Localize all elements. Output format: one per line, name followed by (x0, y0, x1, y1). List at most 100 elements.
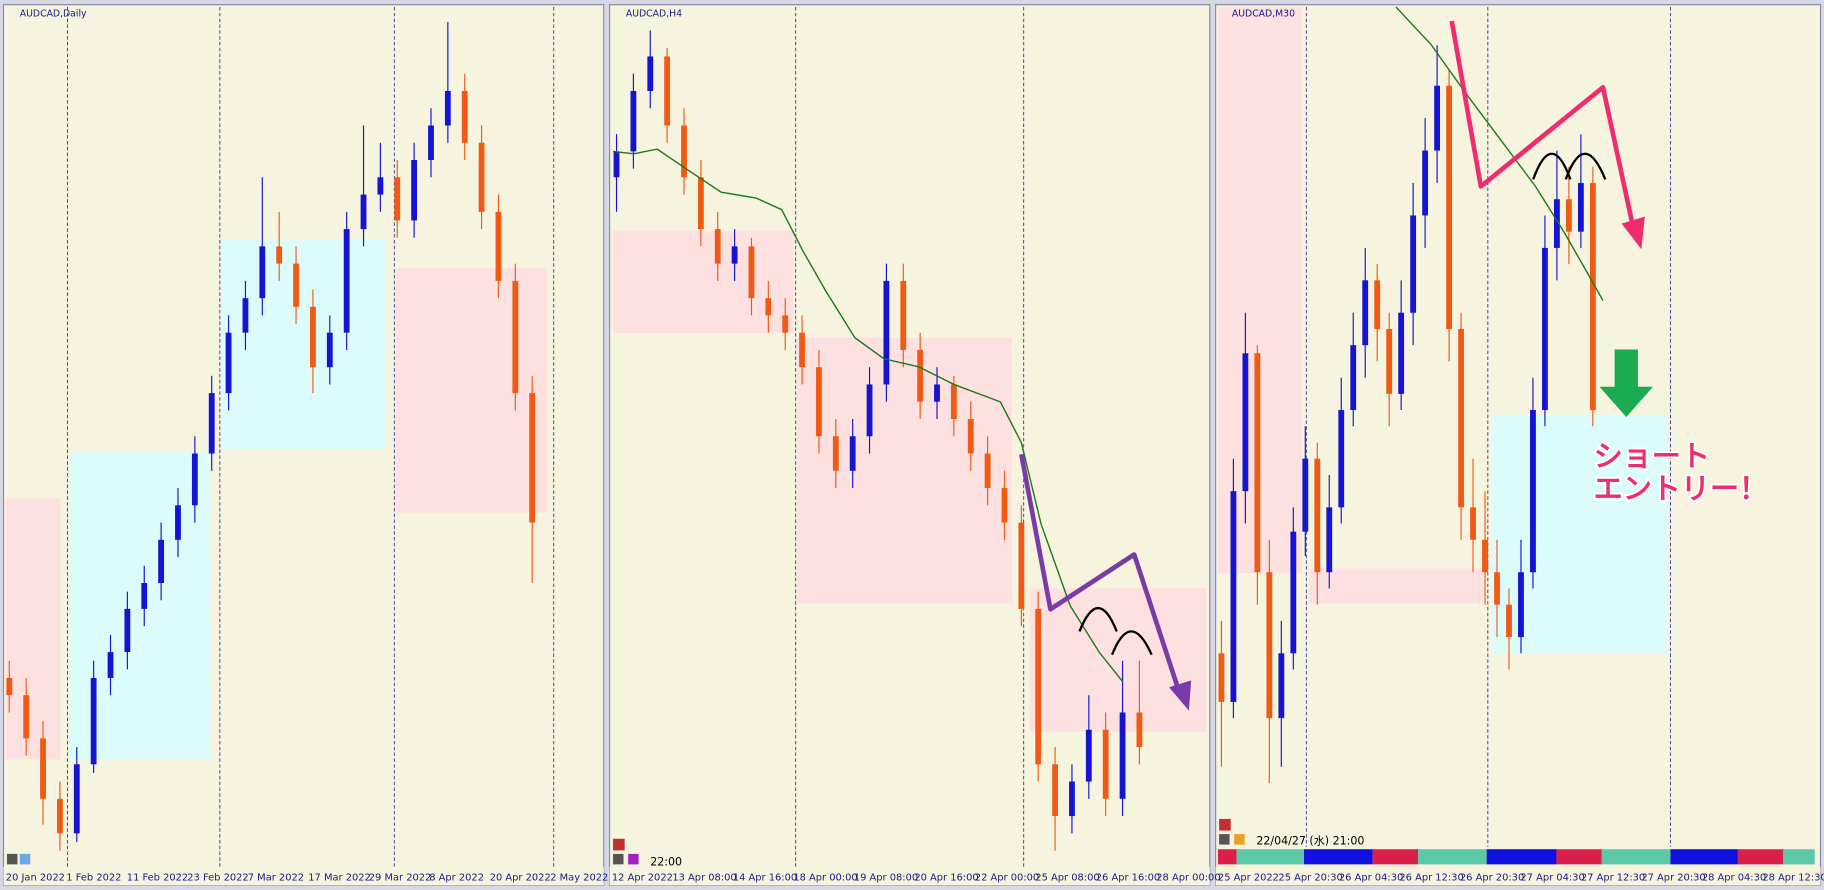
time-label: 28 Apr 04:30 (1702, 873, 1766, 884)
candle-body (310, 306, 316, 368)
candle-body (478, 142, 485, 212)
candle-body (1052, 764, 1058, 817)
candle-body (73, 764, 80, 834)
candle-body (158, 539, 165, 584)
candle-body (1374, 280, 1381, 329)
time-label: 20 Jan 2022 (6, 873, 65, 884)
candle-body (816, 367, 822, 437)
candle-body (1518, 572, 1524, 638)
candle-body (1565, 199, 1572, 232)
segment (1783, 849, 1815, 865)
zone (221, 238, 387, 450)
segment (1217, 849, 1237, 865)
candle-body (1530, 410, 1536, 573)
panel-title: AUDCAD,Daily (20, 8, 87, 19)
candle-body (782, 315, 789, 333)
candle-body (1589, 183, 1596, 411)
button[interactable] (1219, 818, 1231, 831)
button[interactable] (613, 838, 625, 851)
time-label: 20 Apr 16:00 (914, 873, 978, 884)
zone (1308, 568, 1484, 604)
candle-body (394, 177, 401, 221)
time-axis (609, 866, 1210, 886)
candle-body (1085, 729, 1092, 782)
time-label: 27 Apr 20:30 (1641, 873, 1705, 884)
candle-body (1386, 328, 1393, 394)
zone (796, 337, 1013, 604)
candle-body (208, 393, 215, 454)
candle-body (866, 384, 873, 437)
segment (1737, 849, 1784, 865)
time-label: 1 Feb 2022 (66, 873, 121, 884)
candle-body (360, 194, 367, 230)
segment (1418, 849, 1487, 865)
candle-body (1102, 729, 1109, 799)
time-label: 26 Apr 16:00 (1096, 873, 1160, 884)
candle-body (495, 211, 502, 281)
candle-body (1001, 488, 1008, 523)
candle-body (613, 151, 620, 178)
time-label: 7 Mar 2022 (248, 873, 304, 884)
candle-body (512, 280, 519, 394)
button[interactable] (6, 853, 18, 865)
candle-body (681, 125, 687, 178)
candle-body (1018, 522, 1025, 609)
candle-body (225, 332, 232, 394)
time-label: 25 Apr 20:30 (1278, 873, 1342, 884)
button[interactable] (613, 853, 624, 865)
candle-body (1119, 712, 1126, 799)
button[interactable] (628, 853, 639, 865)
candle-body (917, 349, 924, 402)
zone (395, 267, 547, 513)
candle-body (883, 280, 890, 385)
time-label: 19 Apr 08:00 (854, 873, 918, 884)
arrowhead (1169, 680, 1192, 711)
candle-body (1242, 353, 1249, 492)
time-label: 25 Apr 08:00 (1035, 873, 1099, 884)
candle-body (967, 418, 974, 454)
candle-body (748, 246, 755, 299)
candle-body (697, 177, 704, 230)
candle-body (984, 453, 991, 489)
candle-body (1410, 215, 1417, 313)
candle-body (326, 332, 333, 368)
zone (1029, 588, 1207, 732)
candle-body (832, 436, 839, 471)
time-label: 11 Feb 2022 (127, 873, 188, 884)
time-labels: 20 Jan 2022 1 Feb 2022 11 Feb 2022 23 Feb 2… (6, 873, 1824, 884)
candle-body (23, 695, 30, 739)
segment (1556, 849, 1602, 865)
candle-body (1458, 328, 1464, 508)
candle-body (1035, 608, 1042, 765)
candle-body (461, 90, 468, 143)
button[interactable] (1234, 834, 1245, 845)
candle-body (175, 505, 181, 540)
annotation-text: ショート (1594, 439, 1710, 473)
candle-body (1446, 85, 1452, 329)
segment (1486, 849, 1557, 865)
annotations: ショート エントリー！ (1019, 20, 1770, 711)
candle-body (1577, 183, 1584, 232)
button[interactable] (19, 853, 31, 865)
candle-body (242, 298, 249, 333)
candle-body (1290, 531, 1297, 654)
candle-body (1326, 507, 1333, 573)
arrowhead (1621, 216, 1645, 250)
candle-body (900, 280, 907, 350)
candle-body (664, 56, 671, 126)
button[interactable] (1219, 834, 1230, 845)
candle-body (849, 436, 856, 471)
annotation-text: エントリー！ (1594, 472, 1768, 506)
candle-body (1278, 653, 1285, 719)
candle-body (1350, 345, 1357, 411)
candle-body (1434, 85, 1441, 151)
peak-mark (1078, 607, 1153, 656)
candle-body (765, 298, 772, 316)
arrow-path (1449, 20, 1637, 234)
clock: 22/04/27 (水) 21:00 (1256, 835, 1364, 848)
candle-body (1136, 712, 1143, 748)
candle-body (107, 652, 114, 678)
candle-body (1218, 653, 1225, 702)
candle-body (57, 798, 63, 834)
